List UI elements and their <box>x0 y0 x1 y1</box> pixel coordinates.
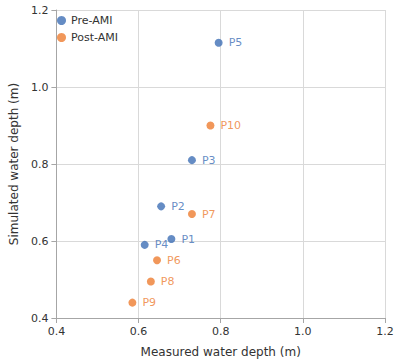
svg-text:1.0: 1.0 <box>31 81 49 94</box>
svg-text:Measured water depth (m): Measured water depth (m) <box>141 345 301 359</box>
svg-text:P2: P2 <box>171 200 185 213</box>
svg-text:1.0: 1.0 <box>294 325 312 338</box>
svg-text:1.2: 1.2 <box>376 325 394 338</box>
svg-text:0.4: 0.4 <box>31 312 49 325</box>
svg-text:P1: P1 <box>181 233 195 246</box>
svg-text:0.6: 0.6 <box>130 325 148 338</box>
svg-text:0.6: 0.6 <box>31 235 49 248</box>
svg-text:P3: P3 <box>202 154 216 167</box>
svg-text:P9: P9 <box>142 296 156 309</box>
svg-text:P4: P4 <box>155 238 169 251</box>
svg-text:P5: P5 <box>229 36 243 49</box>
svg-text:0.8: 0.8 <box>212 325 230 338</box>
svg-text:P6: P6 <box>167 254 181 267</box>
svg-text:Pre-AMI: Pre-AMI <box>71 14 112 27</box>
svg-text:0.4: 0.4 <box>48 325 66 338</box>
svg-text:Simulated water depth (m): Simulated water depth (m) <box>7 83 21 245</box>
svg-text:Post-AMI: Post-AMI <box>71 31 118 44</box>
svg-text:P8: P8 <box>161 275 175 288</box>
svg-text:P10: P10 <box>220 119 241 132</box>
svg-text:0.8: 0.8 <box>31 158 49 171</box>
svg-text:P7: P7 <box>202 208 216 221</box>
svg-text:1.2: 1.2 <box>31 4 49 17</box>
